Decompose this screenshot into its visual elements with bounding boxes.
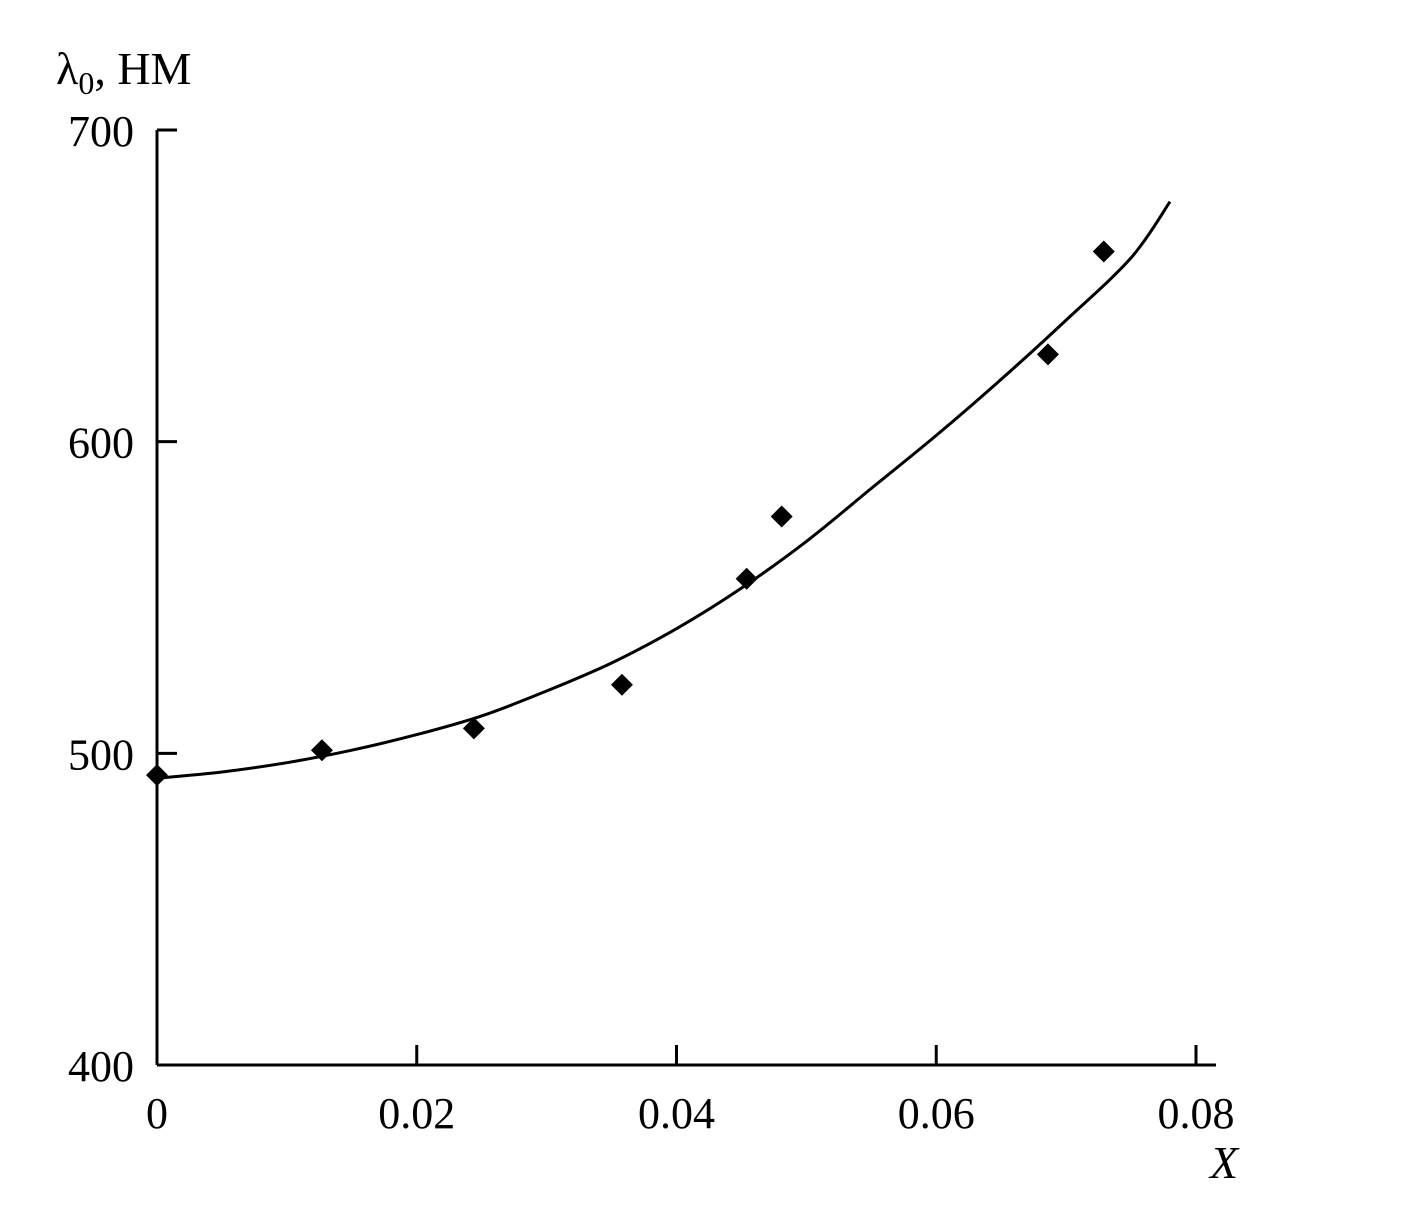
- y-tick-label-3: 700: [68, 107, 134, 156]
- y-axis-label-subscript: 0: [78, 65, 94, 101]
- y-tick-label-0: 400: [68, 1042, 134, 1091]
- y-axis-label-unit: , НМ: [94, 43, 191, 94]
- x-tick-label-3: 0.06: [898, 1089, 975, 1138]
- data-point-1: [310, 739, 333, 762]
- x-tick-label-4: 0.08: [1158, 1089, 1235, 1138]
- data-point-7: [1092, 240, 1115, 263]
- x-axis-label: X: [1208, 1137, 1240, 1188]
- data-point-6: [1036, 343, 1059, 366]
- data-point-3: [610, 673, 633, 696]
- y-tick-label-1: 500: [68, 730, 134, 779]
- axes: [155, 130, 1216, 1067]
- data-point-0: [146, 764, 168, 787]
- y-axis-label: λ0, НМ: [56, 43, 191, 101]
- x-ticks: 0 0.02 0.04 0.06 0.08: [146, 1045, 1235, 1138]
- data-point-2: [462, 717, 485, 740]
- data-points: [146, 240, 1115, 787]
- x-tick-label-0: 0: [146, 1089, 168, 1138]
- x-tick-label-1: 0.02: [378, 1089, 455, 1138]
- y-axis-label-main: λ: [56, 43, 79, 94]
- data-point-5: [770, 505, 793, 528]
- fit-curve-line: [156, 200, 1172, 780]
- y-ticks: 400 500 600 700: [68, 107, 177, 1091]
- y-tick-label-2: 600: [68, 419, 134, 468]
- x-tick-label-2: 0.04: [638, 1089, 715, 1138]
- data-point-4: [735, 567, 758, 590]
